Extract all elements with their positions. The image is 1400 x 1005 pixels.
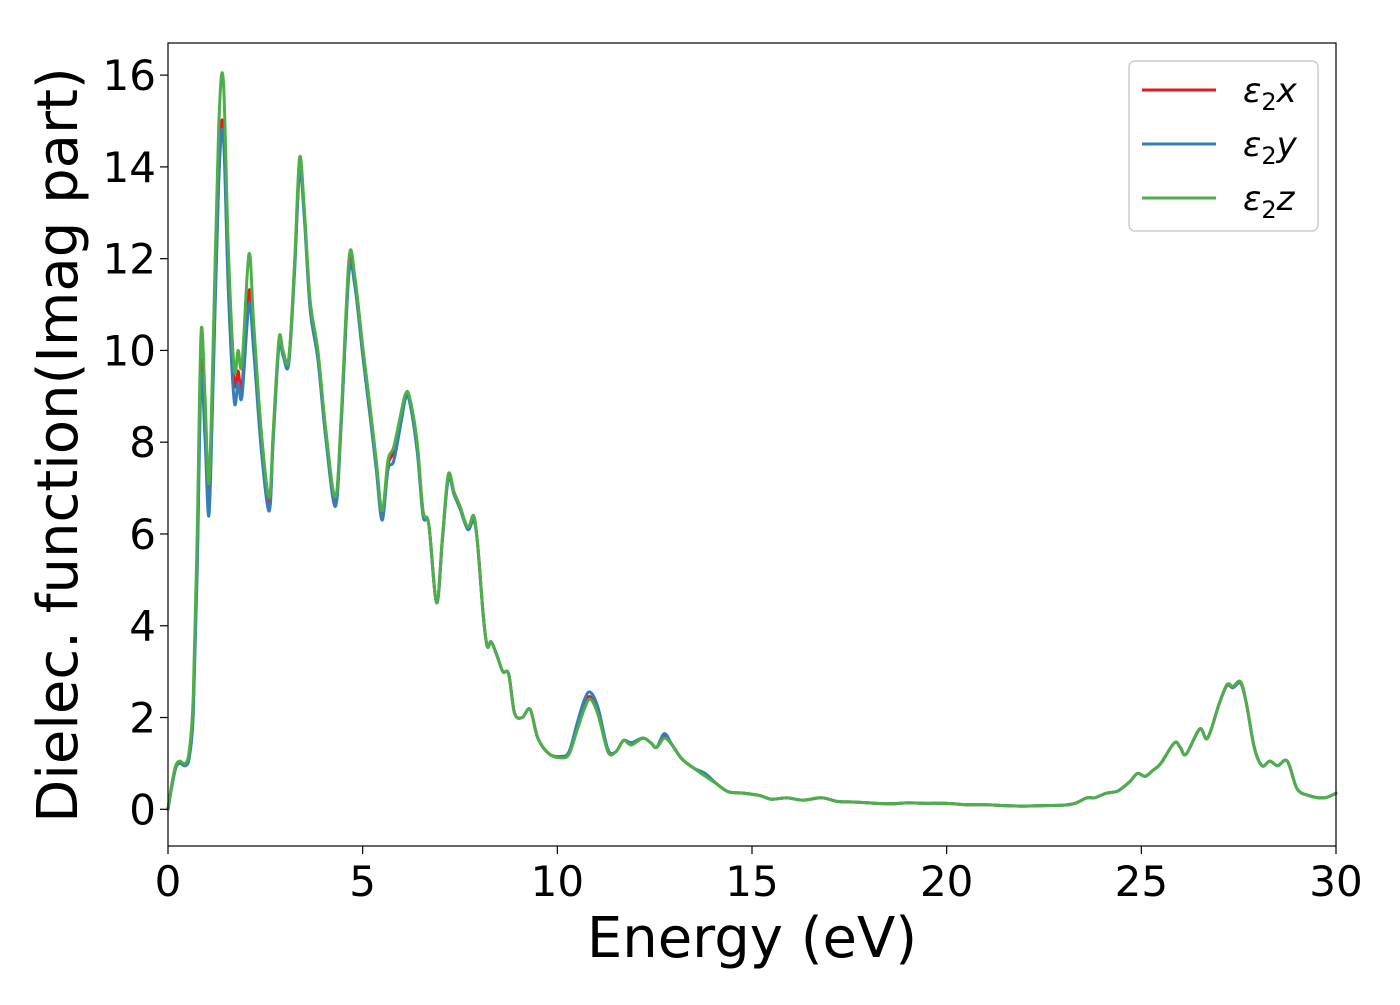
x-axis-ticks: 0 5 10 15 20 25 30 — [155, 846, 1363, 906]
y-axis-ticks: 0 2 4 6 8 10 12 14 16 — [103, 51, 168, 834]
y-tick-label: 4 — [129, 602, 156, 651]
series-layer — [166, 71, 1338, 811]
x-tick-label: 20 — [920, 857, 973, 906]
y-tick-label: 10 — [103, 326, 156, 375]
legend-box — [1128, 60, 1319, 232]
y-tick-label: 14 — [103, 143, 156, 192]
y-tick-label: 16 — [103, 51, 156, 100]
legend-label-x: ε2x — [1243, 71, 1298, 116]
legend: ε2x ε2y ε2z — [1128, 60, 1319, 232]
series-line-z — [166, 71, 1338, 811]
y-tick-label: 2 — [129, 694, 156, 743]
y-axis-label: Dielec. function(Imag part) — [26, 67, 91, 823]
legend-items: ε2x ε2y ε2z — [1142, 71, 1298, 224]
x-tick-label: 10 — [531, 857, 584, 906]
y-tick-label: 12 — [103, 235, 156, 284]
x-tick-label: 0 — [155, 857, 182, 906]
legend-label-z: ε2z — [1243, 179, 1296, 224]
legend-label-y: ε2y — [1243, 125, 1298, 170]
x-axis-label: Energy (eV) — [587, 906, 917, 971]
x-tick-label: 30 — [1309, 857, 1362, 906]
y-tick-label: 8 — [129, 418, 156, 467]
x-tick-label: 15 — [725, 857, 778, 906]
y-tick-label: 0 — [129, 785, 156, 834]
x-tick-label: 25 — [1115, 857, 1168, 906]
x-tick-label: 5 — [349, 857, 376, 906]
y-tick-label: 6 — [129, 510, 156, 559]
